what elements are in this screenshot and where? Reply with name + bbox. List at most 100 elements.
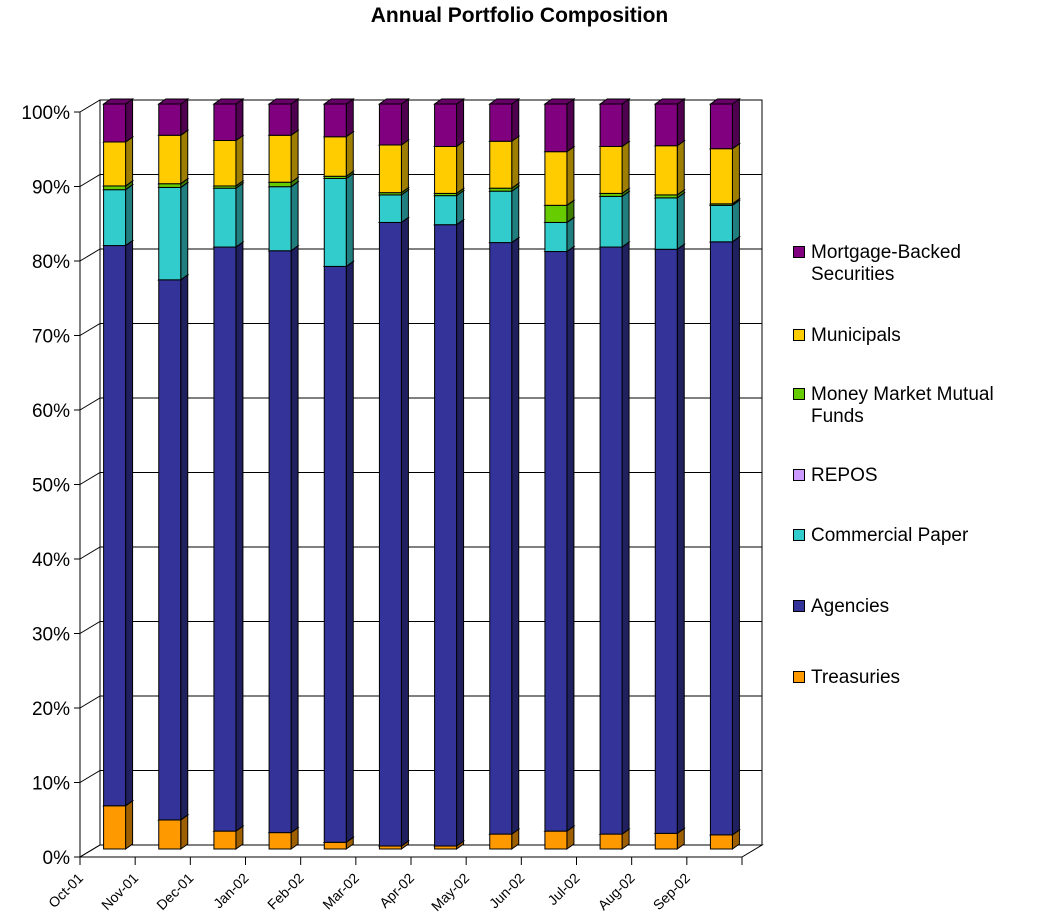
bar-front (103, 805, 127, 850)
bar-segment (102, 136, 135, 187)
bars (102, 98, 741, 850)
bar-side (676, 98, 685, 147)
gridline (79, 174, 762, 187)
bar-segment (598, 140, 631, 195)
bar-segment (433, 189, 466, 226)
bar-segment (653, 139, 686, 196)
bar-segment (267, 129, 300, 184)
bar-front (268, 832, 292, 850)
x-tick-label: Oct-01 (45, 870, 86, 911)
gridline (79, 546, 762, 560)
x-tick-label: Nov-01 (98, 870, 141, 913)
bar-segment (322, 98, 355, 138)
bar-side (345, 260, 354, 844)
legend-swatch (793, 246, 805, 258)
bar-front (489, 242, 513, 835)
bar-side (345, 130, 354, 178)
bar-side (566, 245, 575, 833)
bar-front (268, 250, 292, 834)
gridline (79, 770, 762, 783)
x-tick-label: Jan-02 (210, 870, 252, 912)
bar-front (103, 103, 127, 143)
bar-side (400, 139, 409, 194)
legend-label: Treasuries (811, 667, 901, 688)
bar-segment (488, 236, 521, 836)
bar-segment (157, 273, 190, 821)
bar-segment (488, 185, 521, 244)
bar-front (323, 103, 347, 138)
y-tick-label: 70% (32, 327, 70, 348)
bar-segment (598, 98, 631, 148)
bar-side (400, 216, 409, 847)
bar-front (709, 241, 733, 836)
bar-side (731, 235, 740, 836)
bar-front (213, 246, 237, 832)
y-tick-label: 100% (21, 103, 70, 124)
bar-segment (102, 183, 135, 247)
legend-swatch (793, 469, 805, 481)
bar-front (544, 251, 568, 832)
bar-side (125, 239, 134, 807)
bar-segment (433, 98, 466, 148)
bar-side (731, 98, 740, 150)
bar-segment (377, 139, 410, 194)
bar-front (378, 194, 402, 223)
legend-item: Money Market Mutual Funds (793, 384, 1039, 428)
bar-front (709, 204, 733, 243)
bar-front (434, 103, 458, 147)
bar-front (654, 145, 678, 196)
bar-side (345, 172, 354, 268)
y-tick-label: 90% (32, 178, 70, 199)
bar-segment (212, 241, 245, 833)
gridlines (79, 99, 762, 858)
bar-front (213, 103, 237, 142)
bar-side (125, 98, 134, 143)
bar-segment (433, 218, 466, 847)
bar-front (544, 204, 568, 223)
bar-side (290, 98, 299, 137)
bar-front (103, 245, 127, 807)
bar-front (158, 183, 182, 188)
bar-side (511, 185, 520, 244)
bar-front (489, 190, 513, 244)
bar-front (599, 103, 623, 147)
bar-side (566, 98, 575, 153)
bar-segment (543, 98, 576, 153)
bar-side (125, 799, 134, 850)
y-tick-label: 30% (32, 625, 70, 646)
bar-side (345, 98, 354, 138)
bar-front (213, 140, 237, 187)
bar-front (378, 144, 402, 194)
bar-side (621, 241, 630, 836)
bar-side (400, 98, 409, 146)
legend-label: Agencies (811, 596, 890, 617)
legend-swatch (793, 600, 805, 612)
bar-segment (267, 98, 300, 137)
gridline (79, 323, 762, 336)
bar-front (489, 103, 513, 142)
gridline (79, 472, 762, 485)
bar-segment (598, 241, 631, 836)
bar-side (621, 190, 630, 249)
bar-side (235, 241, 244, 833)
legend-label: Commercial Paper (811, 525, 969, 546)
bar-segment (377, 98, 410, 146)
bar-side (566, 145, 575, 207)
bar-front (158, 819, 182, 850)
bar-front (599, 195, 623, 248)
bar-side (180, 98, 189, 137)
bar-segment (322, 172, 355, 268)
bar-segment (488, 98, 521, 143)
bar-segment (653, 191, 686, 251)
bar-segment (102, 799, 135, 850)
bar-side (456, 218, 465, 847)
bar-side (676, 243, 685, 835)
bar-front (268, 181, 292, 188)
axes (74, 111, 743, 865)
bar-front (544, 830, 568, 850)
bar-side (511, 98, 520, 143)
legend-item: Municipals (793, 325, 1039, 347)
legend-item: REPOS (793, 465, 1039, 487)
bar-front (103, 141, 127, 187)
